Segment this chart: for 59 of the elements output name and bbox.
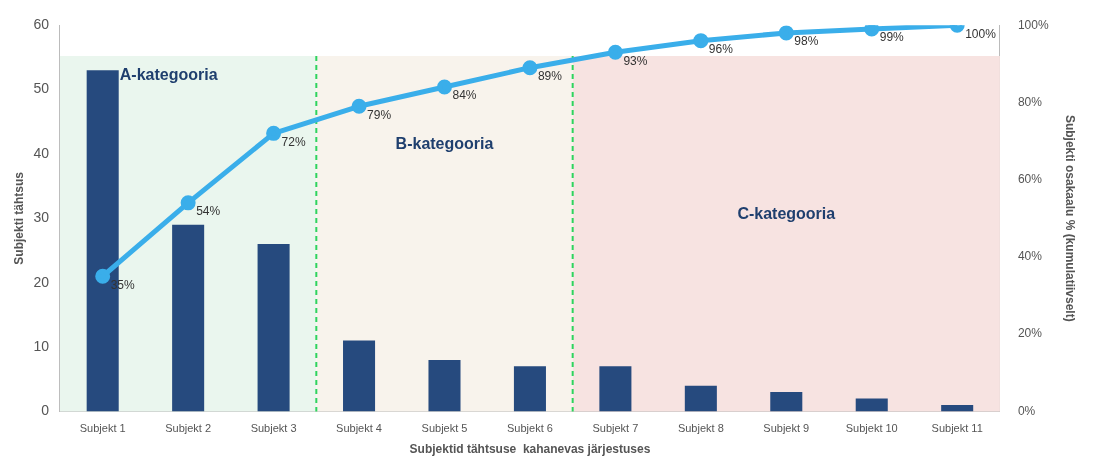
x-tick-label: Subjekt 6 [507, 422, 553, 435]
y-tick-label: 10 [33, 337, 50, 354]
y-tick-label: 0 [41, 402, 50, 419]
point [607, 44, 623, 60]
point [180, 195, 196, 211]
bar [257, 244, 290, 412]
bar [428, 359, 461, 412]
x-tick-label: Subjekt 5 [421, 422, 468, 435]
y-tick-label: 60 [33, 16, 50, 33]
bar [855, 398, 888, 412]
data-label: 54% [196, 204, 221, 219]
y2-tick-label: 20% [1017, 326, 1043, 341]
bar [172, 224, 205, 412]
data-label: 79% [367, 107, 392, 122]
x-tick-label: Subjekt 11 [931, 422, 983, 435]
point [95, 268, 111, 284]
point [266, 125, 282, 141]
data-label: 72% [281, 134, 306, 149]
x-tick-label: Subjekt 1 [79, 422, 126, 435]
data-label: 100% [965, 26, 997, 41]
data-label: 89% [537, 68, 563, 83]
y2-axis-title: Subjekti osakaalu % (kumulatiivselt) [1063, 114, 1078, 322]
y-tick-label: 20 [33, 273, 50, 290]
y-tick-label: 30 [33, 209, 50, 226]
data-label: 98% [794, 34, 819, 49]
data-label: 96% [708, 41, 734, 56]
y2-tick-label: 0% [1017, 403, 1036, 418]
bar [941, 404, 974, 412]
data-label: 84% [452, 88, 477, 103]
data-label: 99% [879, 30, 905, 45]
x-tick-label: Subjekt 4 [336, 422, 382, 435]
bar [513, 366, 546, 412]
y-axis-title: Subjekti tähtsus [11, 171, 26, 265]
x-tick-label: Subjekt 9 [763, 422, 810, 435]
band-label: C-kategooria [737, 204, 836, 222]
bar [770, 392, 803, 412]
band-label: A-kategooria [119, 65, 218, 83]
x-tick-label: Subjekt 3 [250, 422, 297, 435]
x-tick-label: Subjekt 8 [677, 422, 724, 435]
y2-tick-label: 100% [1017, 17, 1049, 32]
bar [343, 340, 376, 412]
x-tick-label: Subjekt 2 [165, 422, 212, 435]
band-label: B-kategooria [395, 135, 494, 153]
x-tick-label: Subjekt 7 [592, 422, 639, 435]
y2-tick-label: 80% [1017, 94, 1043, 109]
x-axis-title: Subjektid tähtsuse kahanevas järjestuses [409, 442, 651, 457]
point [778, 25, 794, 41]
y2-tick-label: 60% [1017, 171, 1043, 186]
bar [684, 385, 717, 412]
point [436, 79, 452, 95]
point [351, 98, 367, 114]
point [522, 60, 538, 76]
data-label: 93% [623, 53, 648, 68]
x-tick-label: Subjekt 10 [845, 422, 898, 435]
y-tick-label: 40 [33, 144, 50, 161]
y-tick-label: 50 [33, 80, 50, 97]
y2-tick-label: 40% [1017, 249, 1043, 264]
point [693, 33, 709, 49]
bar [599, 366, 632, 412]
